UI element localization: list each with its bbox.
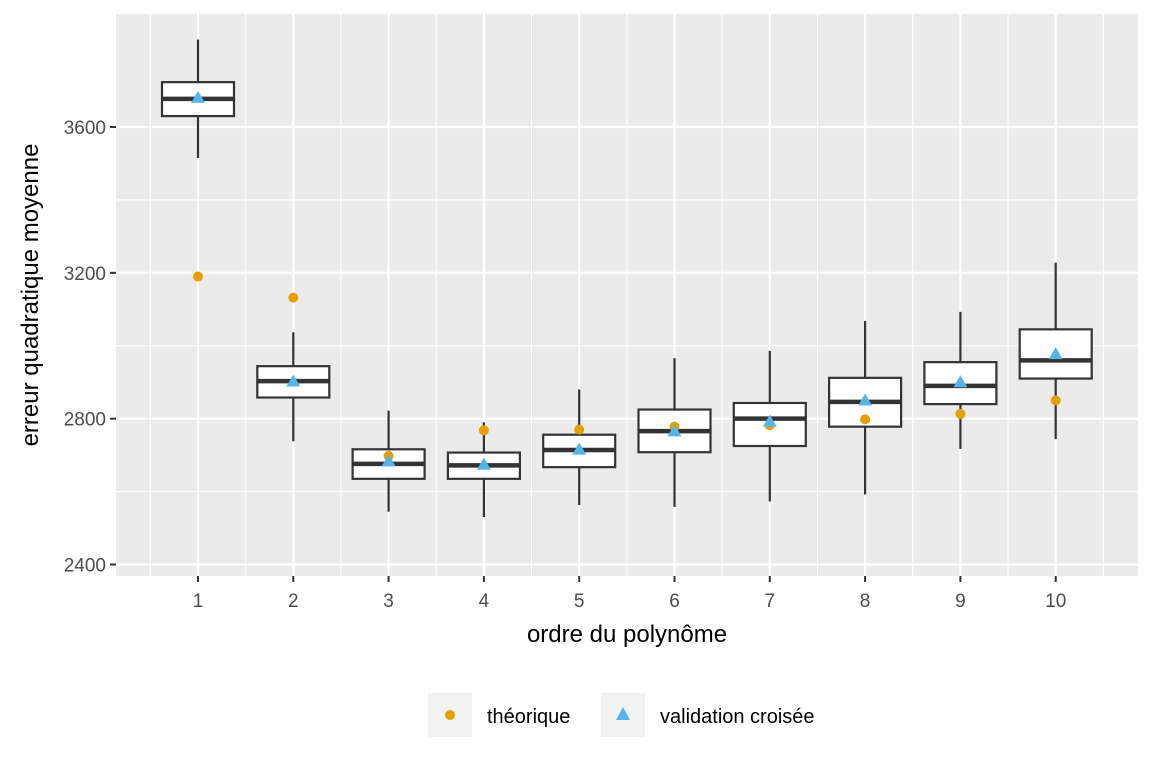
point-validation <box>762 414 777 427</box>
point-theorique <box>1050 395 1061 406</box>
x-tick-label: 6 <box>669 591 680 612</box>
point-validation <box>381 454 396 467</box>
x-tick-label: 5 <box>574 591 585 612</box>
x-tick-label: 10 <box>1045 591 1066 612</box>
x-axis-title: ordre du polynôme <box>527 621 727 648</box>
point-theorique <box>478 425 489 436</box>
y-tick-label: 3200 <box>64 264 106 285</box>
point-validation <box>858 393 873 406</box>
x-tick-label: 1 <box>193 591 204 612</box>
y-tick-label: 3600 <box>64 118 106 139</box>
x-tick-label: 7 <box>765 591 776 612</box>
point-validation <box>476 457 491 470</box>
point-theorique <box>860 414 871 425</box>
point-validation <box>953 375 968 388</box>
y-tick-label: 2800 <box>64 410 106 431</box>
x-tick-label: 3 <box>383 591 394 612</box>
point-theorique <box>193 271 203 282</box>
legend-marker-validation <box>616 707 630 720</box>
x-tick-label: 9 <box>955 591 966 612</box>
legend-label-validation: validation croisée <box>660 706 815 728</box>
point-validation <box>286 374 301 387</box>
x-tick-label: 8 <box>860 591 871 612</box>
y-axis: 2400 2800 3200 3600 <box>64 118 116 577</box>
legend: théorique validation croisée <box>428 693 815 737</box>
point-theorique <box>288 292 299 303</box>
point-theorique <box>955 408 966 419</box>
point-theorique <box>574 424 585 435</box>
x-tick-label: 2 <box>288 591 299 612</box>
y-axis-title: erreur quadratique moyenne <box>17 144 44 447</box>
x-axis: 1 2 3 4 5 6 7 8 9 10 <box>193 576 1066 612</box>
x-tick-label: 4 <box>479 591 490 612</box>
y-tick-label: 2400 <box>64 556 106 577</box>
point-validation <box>191 90 205 103</box>
legend-marker-theorique <box>445 710 455 720</box>
point-validation <box>1048 347 1063 360</box>
legend-label-theorique: théorique <box>487 706 570 728</box>
grid-minor <box>116 14 1138 576</box>
point-validation <box>572 442 587 455</box>
points <box>191 90 1063 470</box>
point-validation <box>667 424 682 437</box>
